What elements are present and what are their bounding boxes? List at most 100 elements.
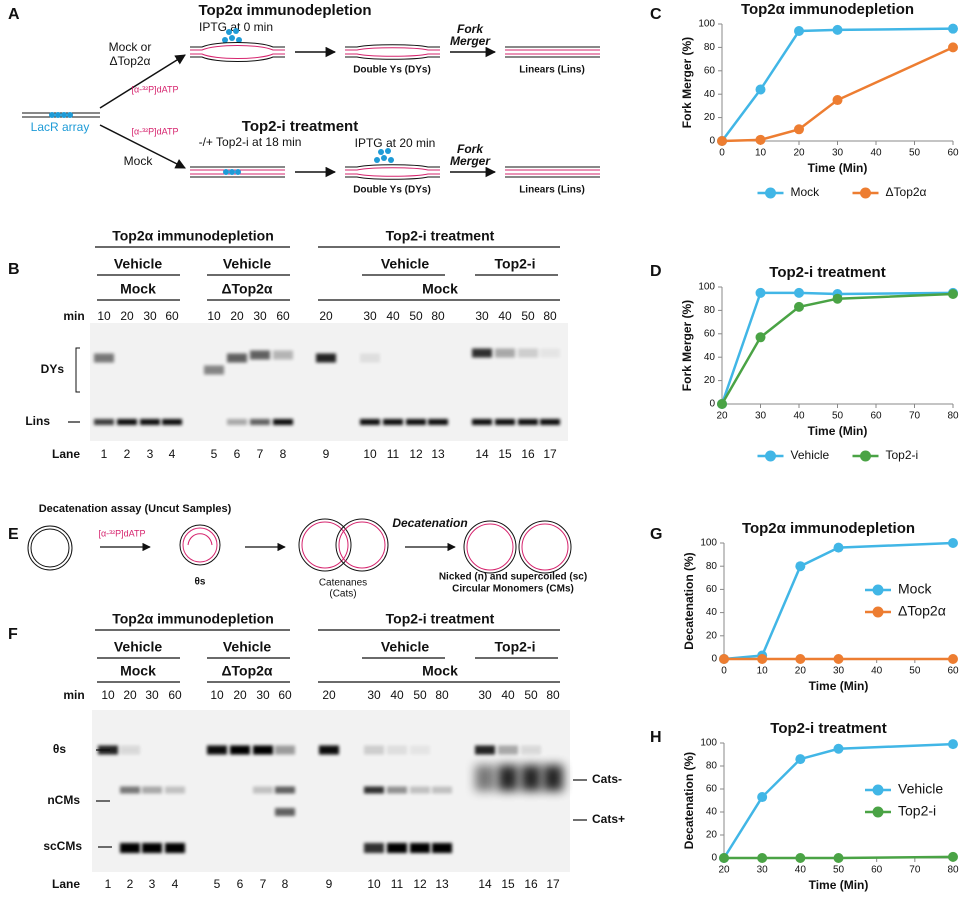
plasmid — [335, 518, 389, 572]
gel-band — [162, 419, 182, 425]
label: Mock — [120, 663, 156, 679]
label: 14 — [478, 877, 492, 891]
label: Vehicle — [223, 256, 271, 272]
label: 80 — [543, 309, 557, 323]
label: 3 — [149, 877, 156, 891]
legend-label: Top2-i — [898, 803, 936, 819]
label: ΔTop2α — [221, 281, 272, 297]
point — [757, 792, 768, 803]
y-axis-label: Decatenation (%) — [682, 552, 696, 649]
dna-strand — [345, 47, 440, 51]
dna-strand — [345, 164, 440, 168]
y-tick-label: 0 — [709, 136, 715, 147]
x-tick-label: 50 — [909, 666, 921, 677]
dna-strand — [190, 42, 285, 48]
label: 30 — [367, 688, 381, 702]
label: 40 — [498, 309, 512, 323]
point — [719, 853, 729, 863]
label: Top2-i treatment — [386, 611, 495, 627]
point — [948, 654, 958, 664]
gel-band — [521, 745, 541, 755]
plasmid — [301, 521, 349, 569]
label: 8 — [282, 877, 289, 891]
lacr-dot — [222, 37, 228, 43]
label: Top2α immunodepletion — [112, 228, 274, 244]
label: 9 — [323, 447, 330, 461]
label: 30 — [253, 309, 267, 323]
y-tick-label: 60 — [704, 65, 716, 76]
label: 50 — [413, 688, 427, 702]
lacr-dot — [388, 157, 394, 163]
point — [757, 853, 768, 863]
x-tick-label: 60 — [870, 411, 882, 422]
dna-strand — [190, 45, 285, 51]
y-tick-label: 100 — [700, 538, 717, 549]
label: 6 — [234, 447, 241, 461]
point — [948, 42, 958, 53]
label: H — [650, 729, 662, 746]
gel-band — [140, 419, 160, 425]
legend-label: Mock — [898, 581, 932, 597]
gel-band — [432, 843, 452, 853]
label: A — [8, 6, 20, 23]
label: Nicked (n) and supercoiled (sc) — [439, 572, 587, 583]
label: -/+ Top2-i at 18 min — [199, 135, 302, 149]
legend-label: ΔTop2α — [886, 185, 927, 199]
x-tick-label: 0 — [721, 666, 727, 677]
label: Lins — [25, 414, 50, 428]
x-tick-label: 30 — [832, 148, 844, 159]
label: [α-³²P]dATP — [131, 126, 178, 136]
y-tick-label: 20 — [706, 630, 718, 641]
arrow — [99, 54, 186, 109]
label: 20 — [230, 309, 244, 323]
point — [794, 26, 804, 37]
label: 30 — [475, 309, 489, 323]
label: min — [63, 309, 84, 323]
series-line — [722, 742, 954, 859]
point — [832, 24, 843, 35]
arrow — [99, 124, 186, 169]
point — [795, 754, 806, 765]
x-tick-label: 30 — [755, 411, 767, 422]
label: 17 — [546, 877, 560, 891]
label: 8 — [280, 447, 287, 461]
series-line — [720, 291, 954, 405]
y-tick-label: 100 — [698, 19, 715, 30]
y-tick-label: 80 — [706, 561, 718, 572]
y-tick-label: 20 — [704, 375, 716, 386]
label: 50 — [524, 688, 538, 702]
label: 80 — [431, 309, 445, 323]
label: Vehicle — [114, 639, 162, 655]
x-tick-label: 50 — [832, 411, 844, 422]
gel-band — [273, 350, 293, 360]
legend-marker — [872, 784, 884, 796]
label: Double Ys (DYs) — [353, 65, 431, 76]
point — [794, 124, 804, 135]
legend-marker — [860, 450, 871, 462]
point — [948, 739, 958, 750]
label: 80 — [435, 688, 449, 702]
y-axis-label: Fork Merger (%) — [680, 300, 694, 391]
x-tick-label: 30 — [833, 666, 845, 677]
x-tick-label: 70 — [909, 865, 921, 876]
gel-band — [319, 745, 339, 755]
gel-band — [117, 419, 137, 425]
point — [794, 301, 804, 312]
gel-band — [498, 765, 518, 791]
x-tick-label: 70 — [909, 411, 921, 422]
label: 10 — [207, 309, 221, 323]
gel-band — [250, 419, 270, 425]
label: Mock — [422, 281, 458, 297]
series-line — [720, 27, 954, 142]
lacr-dot — [229, 35, 235, 41]
label: Vehicle — [381, 639, 429, 655]
plasmid — [179, 524, 221, 566]
x-tick-label: 80 — [947, 865, 959, 876]
label: (Cats) — [329, 589, 356, 600]
label: C — [650, 6, 662, 23]
point — [832, 293, 843, 304]
gel-band — [406, 419, 426, 425]
label: min — [63, 688, 84, 702]
label: 13 — [435, 877, 449, 891]
